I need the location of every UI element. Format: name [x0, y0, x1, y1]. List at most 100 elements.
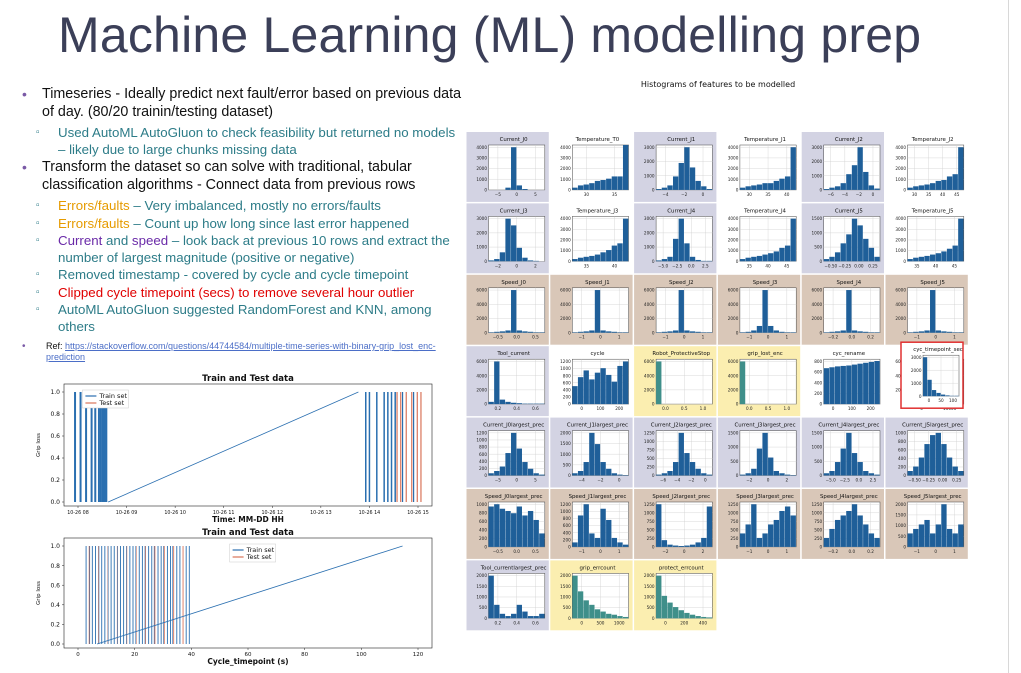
- sub-bullet-text: – Very imbalanced, mostly no errors/faul…: [129, 198, 381, 213]
- histogram-bar: [516, 403, 522, 405]
- histogram-bar: [594, 444, 601, 476]
- y-tick-label: 4000: [812, 302, 823, 307]
- histogram-bar: [583, 370, 589, 405]
- histogram-bar: [863, 362, 869, 405]
- y-tick-label: 600: [814, 370, 822, 375]
- x-tick-label: 0: [934, 549, 937, 554]
- histogram-bar: [656, 575, 662, 619]
- histogram-title: Speed_J5: [920, 280, 945, 286]
- histogram-bar: [589, 183, 595, 190]
- y-tick-label: 1500: [644, 584, 655, 589]
- histogram-bar: [522, 515, 528, 547]
- sub-bullet-item: ▫ Errors/faults – Count up how long since…: [22, 216, 462, 233]
- histogram-bar: [577, 185, 584, 190]
- sub-bullet-item: ▫ Current and speed – look back at previo…: [22, 233, 462, 266]
- histogram-bar: [617, 474, 623, 476]
- histogram-title: Speed_J4largest_prec: [820, 494, 878, 500]
- x-tick-label: −1: [914, 335, 921, 340]
- x-tick-label: 10-26 10: [164, 510, 186, 516]
- histogram-bar: [952, 174, 958, 190]
- y-tick-label: 4000: [560, 216, 571, 221]
- histogram-bar: [829, 471, 835, 476]
- y-tick-label: 0: [652, 545, 655, 550]
- histogram-bar: [695, 331, 701, 333]
- histogram-bar: [505, 218, 511, 262]
- histogram-bar: [762, 432, 768, 476]
- y-tick-label: 1200: [476, 430, 487, 435]
- y-tick-label: 1000: [644, 510, 655, 515]
- histogram-bar: [935, 432, 941, 476]
- x-tick-label: 0.5: [681, 406, 688, 411]
- reference-link[interactable]: https://stackoverflow.com/questions/4474…: [46, 341, 436, 362]
- y-tick-label: 800: [898, 439, 906, 444]
- y-tick-label: 200: [898, 465, 906, 470]
- histogram-bar: [851, 453, 858, 476]
- x-tick-label: −2: [688, 478, 695, 483]
- histogram-bar: [706, 474, 713, 476]
- x-tick-label: 2.5: [702, 263, 709, 268]
- x-tick-label: −4: [842, 192, 849, 197]
- histogram-bar: [572, 386, 578, 405]
- histogram-bar: [583, 504, 589, 547]
- histogram-cell: Temperature_J3 0 1000 2000 3000 4000 35 40: [550, 203, 633, 274]
- histogram-cell: Current_J3 0 1000 2000 3000 −2 0 2: [466, 203, 549, 274]
- y-tick-label: 4000: [560, 145, 571, 150]
- y-tick-label: 2000: [895, 166, 906, 171]
- x-tick-label: 0.2: [867, 335, 874, 340]
- histograms-title: Histograms of features to be modelled: [640, 80, 796, 89]
- x-tick-label: −2: [746, 478, 753, 483]
- histogram-bar: [745, 186, 751, 190]
- histogram-bar: [488, 575, 494, 619]
- histogram-bar: [823, 189, 830, 190]
- histogram-bar: [773, 251, 780, 262]
- y-tick-label: 1000: [644, 245, 655, 250]
- y-tick-label: 1500: [728, 430, 739, 435]
- x-tick-label: 0: [934, 335, 937, 340]
- y-tick-label: 200: [563, 537, 571, 542]
- histogram-bar: [656, 260, 662, 262]
- histogram-bar: [611, 331, 618, 333]
- y-tick-label: 0: [568, 545, 571, 550]
- histogram-bar: [773, 519, 780, 547]
- y-tick-label: 2000: [812, 316, 823, 321]
- histogram-bar: [527, 260, 534, 262]
- histogram-title: grip_lost_enc: [747, 351, 782, 357]
- histogram-bar: [751, 256, 757, 262]
- y-tick-label: 0: [652, 616, 655, 621]
- histogram-bar: [594, 290, 601, 333]
- histogram-bar: [488, 401, 494, 405]
- histogram-bar: [941, 331, 947, 333]
- y-tick-label: 1000: [644, 173, 655, 178]
- y-tick-label: 1000: [560, 177, 571, 182]
- histogram-bar: [863, 171, 869, 190]
- y-tick-label: 2000: [895, 238, 906, 243]
- histogram-bar: [505, 616, 511, 619]
- histogram-bar: [946, 528, 953, 547]
- square-bullet-icon: ▫: [36, 127, 40, 138]
- y-tick-label: 1000: [728, 445, 739, 450]
- x-tick-label: −1: [579, 335, 586, 340]
- y-tick-label: 1500: [812, 430, 823, 435]
- x-tick-label: 35: [765, 192, 771, 197]
- histogram-bar: [656, 189, 662, 190]
- histogram-bar: [874, 256, 880, 262]
- histogram-bar: [611, 381, 618, 405]
- histogram-bar: [834, 366, 841, 405]
- histogram-bar: [667, 331, 673, 333]
- histogram-bar: [516, 604, 522, 619]
- histogram-title: Current_J3: [500, 208, 528, 214]
- histogram-bar: [667, 256, 673, 262]
- y-tick-label: 4000: [560, 302, 571, 307]
- y-tick-label: 2000: [560, 166, 571, 171]
- histogram-bar: [522, 257, 528, 262]
- sub-bullet-text: Current: [58, 233, 103, 248]
- histogram-bar: [706, 506, 713, 547]
- histogram-bar: [494, 504, 500, 547]
- histogram-cell: protect_errcount 0 500 1000 1500 2000 0 200 400: [634, 560, 717, 631]
- histogram-bar: [924, 519, 930, 547]
- histogram-plot-area: [823, 144, 881, 191]
- y-tick-label: 0.8: [50, 563, 60, 570]
- histogram-bar: [936, 392, 941, 397]
- histogram-bar: [739, 533, 746, 547]
- y-tick-label: 1000: [895, 248, 906, 253]
